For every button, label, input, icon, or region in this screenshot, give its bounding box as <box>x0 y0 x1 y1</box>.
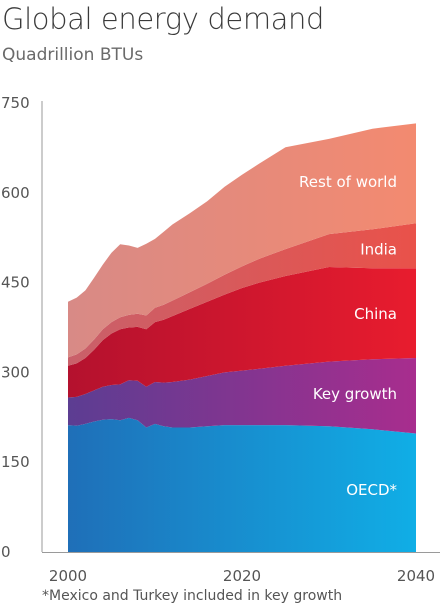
area-oecd <box>68 417 416 552</box>
area-china <box>68 267 416 398</box>
y-tick-label: 750 <box>1 94 30 112</box>
label-india: India <box>360 240 397 258</box>
label-oecd: OECD* <box>346 481 397 499</box>
area-india <box>68 223 416 366</box>
label-rest-of-world: Rest of world <box>299 173 397 191</box>
x-tick-label: 2000 <box>49 567 87 585</box>
chart-title: Global energy demand <box>2 2 325 36</box>
area-rest-of-world <box>68 123 416 358</box>
x-tick-label: 2040 <box>397 567 435 585</box>
y-tick-label: 450 <box>1 274 30 292</box>
footnote: *Mexico and Turkey included in key growt… <box>42 588 343 604</box>
label-key-growth: Key growth <box>313 385 397 403</box>
y-tick-label: 300 <box>1 363 30 381</box>
y-tick-label: 600 <box>1 184 30 202</box>
label-china: China <box>354 305 397 323</box>
x-tick-label: 2020 <box>223 567 261 585</box>
area-key-growth <box>68 358 416 434</box>
chart-subtitle: Quadrillion BTUs <box>2 45 144 65</box>
y-tick-label: 0 <box>1 543 11 561</box>
y-tick-label: 150 <box>1 453 30 471</box>
